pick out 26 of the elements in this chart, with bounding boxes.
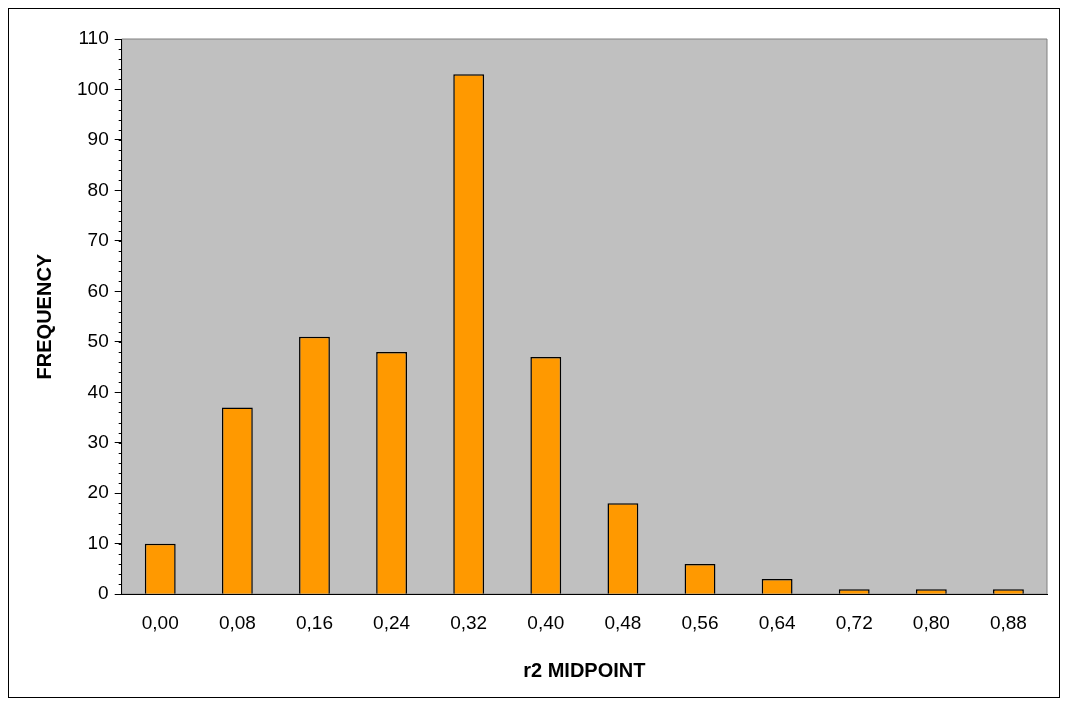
y-tick-label: 10 [87, 531, 109, 553]
x-tick-label: 0,16 [295, 611, 333, 633]
y-tick-label: 0 [98, 582, 109, 604]
x-tick-label: 0,00 [141, 611, 179, 633]
x-tick-label: 0,72 [835, 611, 873, 633]
y-tick-label: 20 [87, 481, 109, 503]
y-tick-label: 40 [87, 380, 109, 402]
x-tick-label: 0,48 [604, 611, 642, 633]
y-tick-label: 110 [78, 27, 109, 49]
y-tick-label: 30 [87, 431, 109, 453]
x-tick-label: 0,40 [527, 611, 565, 633]
x-tick-label: 0,88 [989, 611, 1027, 633]
x-tick-label: 0,80 [912, 611, 950, 633]
y-tick-label: 90 [87, 128, 109, 150]
y-tick-label: 80 [87, 178, 109, 200]
x-tick-label: 0,32 [450, 611, 488, 633]
x-axis-title: r2 MIDPOINT [523, 658, 646, 681]
y-tick-label: 50 [87, 330, 109, 352]
x-tick-label: 0,64 [758, 611, 797, 633]
y-tick-label: 70 [87, 229, 109, 251]
y-axis-title: FREQUENCY [32, 253, 55, 380]
y-tick-label: 60 [87, 279, 109, 301]
x-tick-label: 0,08 [218, 611, 256, 633]
y-tick-label: 100 [77, 77, 109, 99]
x-tick-label: 0,56 [681, 611, 719, 633]
x-tick-label: 0,24 [373, 611, 411, 633]
